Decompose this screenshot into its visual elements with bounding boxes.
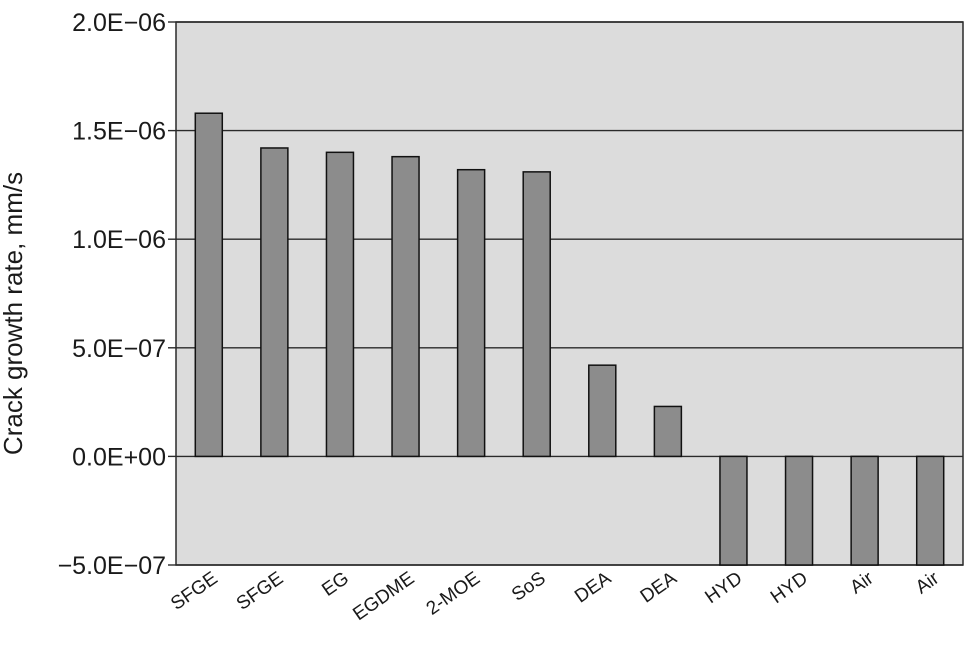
- x-category-label: DEA: [571, 568, 615, 608]
- x-category-label: EGDME: [349, 568, 418, 625]
- y-tick-label: 0.0E+00: [72, 443, 166, 471]
- bars: [194, 112, 945, 566]
- x-category-label: HYD: [701, 568, 746, 608]
- x-category-label: EG: [318, 568, 353, 601]
- x-category-label: HYD: [767, 568, 812, 608]
- bar: [784, 455, 814, 566]
- x-category-label: SFGE: [167, 568, 221, 615]
- x-category-label: Air: [846, 568, 878, 599]
- y-tick-label: 1.0E−06: [72, 226, 166, 254]
- x-category-label: Air: [912, 568, 944, 599]
- y-axis-tick-labels: −5.0E−07 0.0E+00 5.0E−07 1.0E−06 1.5E−06 2.0E…: [58, 9, 166, 580]
- bar: [194, 112, 224, 458]
- x-category-label: 2-MOE: [423, 568, 484, 620]
- bar: [719, 455, 748, 566]
- plot-area: [175, 21, 964, 566]
- bar: [915, 455, 945, 566]
- y-axis-title: Crack growth rate, mm/s: [0, 172, 28, 455]
- bar: [325, 151, 355, 458]
- bar: [522, 171, 551, 458]
- y-tick-label: 5.0E−07: [72, 335, 166, 363]
- x-category-label: SoS: [508, 568, 549, 606]
- bar: [391, 155, 420, 458]
- bar: [653, 405, 683, 458]
- x-category-label: SFGE: [233, 568, 287, 615]
- y-tick-label: 2.0E−06: [72, 9, 166, 37]
- x-category-label: DEA: [637, 568, 681, 608]
- y-tick-label: −5.0E−07: [58, 552, 166, 580]
- bar: [850, 455, 879, 566]
- bar: [588, 364, 617, 458]
- y-tick-label: 1.5E−06: [72, 118, 166, 146]
- bar: [456, 168, 486, 458]
- gridlines: [168, 21, 963, 566]
- bar: [260, 147, 289, 458]
